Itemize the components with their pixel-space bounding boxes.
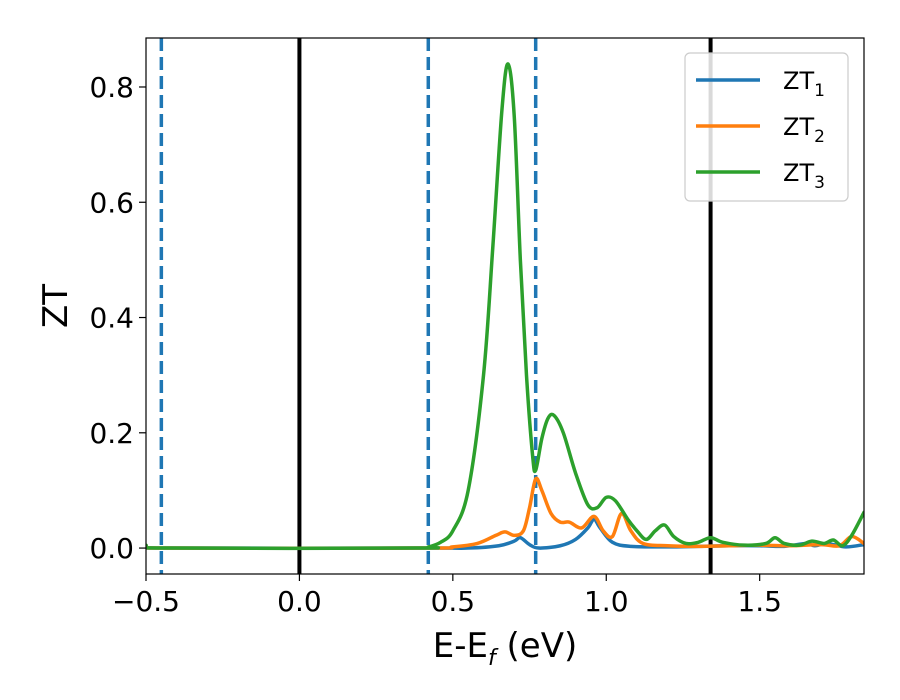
x-axis-label-subscript: f bbox=[488, 646, 499, 671]
x-axis: −0.5 0.0 0.5 1.0 1.5 bbox=[112, 574, 782, 618]
series-line-zt2 bbox=[146, 476, 864, 551]
x-axis-label: E-Ef (eV) bbox=[433, 626, 578, 671]
y-tick-label: 0.2 bbox=[89, 417, 134, 450]
legend: ZT1 ZT2 ZT3 bbox=[684, 52, 849, 202]
y-tick-label: 0.8 bbox=[89, 71, 134, 104]
legend-box bbox=[684, 52, 849, 202]
x-axis-label-unit: (eV) bbox=[496, 626, 578, 666]
x-tick-label: 1.5 bbox=[737, 585, 782, 618]
plot-frame bbox=[145, 37, 865, 575]
x-tick-label: 0.5 bbox=[431, 585, 476, 618]
series-lines bbox=[146, 62, 864, 551]
y-axis: 0.0 0.2 0.4 0.6 0.8 bbox=[89, 71, 146, 565]
x-tick-label: −0.5 bbox=[112, 585, 180, 618]
legend-label-zt1: ZT1 bbox=[783, 67, 825, 101]
legend-label-zt2: ZT2 bbox=[783, 113, 825, 147]
x-tick-label: 1.0 bbox=[584, 585, 629, 618]
y-tick-label: 0.4 bbox=[89, 302, 134, 335]
x-tick-label: 0.0 bbox=[277, 585, 322, 618]
y-axis-label: ZT bbox=[36, 284, 76, 328]
x-axis-label-main: E-E bbox=[433, 626, 488, 666]
y-tick-label: 0.0 bbox=[89, 532, 134, 565]
reference-lines bbox=[159, 38, 713, 574]
series-line-zt3 bbox=[146, 62, 864, 551]
y-tick-label: 0.6 bbox=[89, 186, 134, 219]
legend-label-zt3: ZT3 bbox=[783, 159, 825, 193]
